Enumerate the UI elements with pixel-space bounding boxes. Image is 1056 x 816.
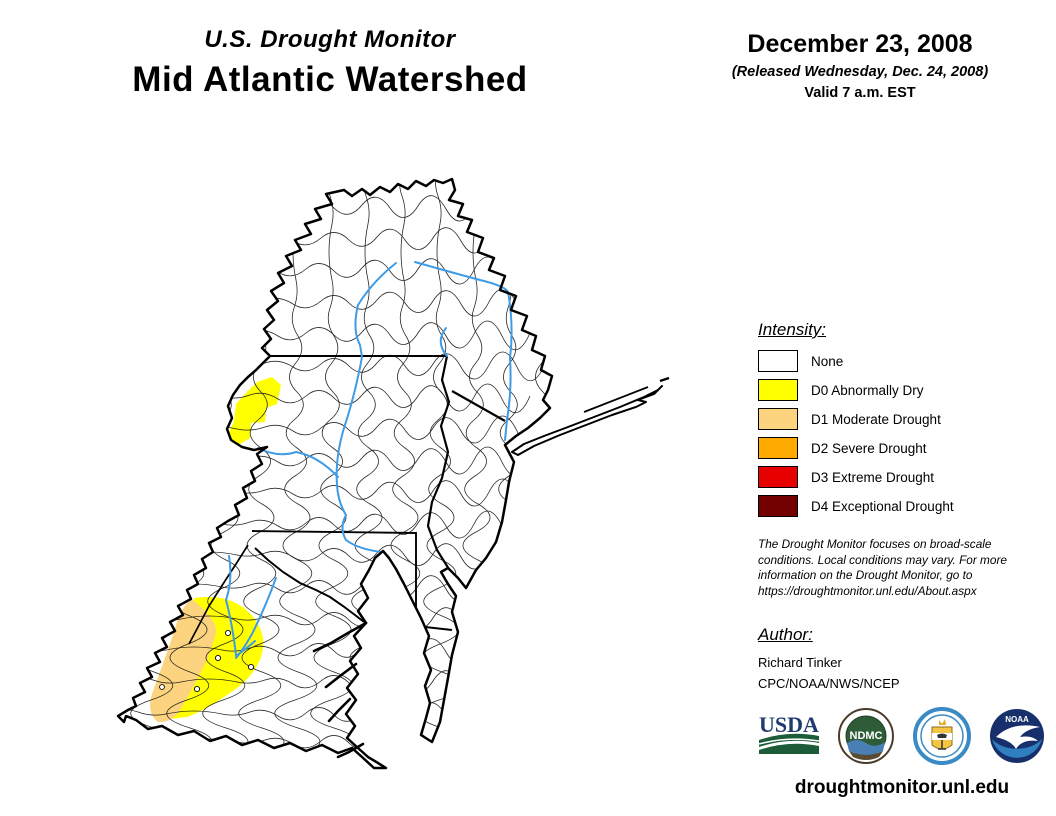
ndmc-logo: NDMC — [838, 708, 895, 765]
map-svg — [116, 177, 670, 770]
map-date: December 23, 2008 — [747, 30, 973, 58]
legend-label: D2 Severe Drought — [811, 440, 927, 456]
upper-delaware-river — [439, 327, 448, 357]
logo-row: USDA NDMC — [758, 707, 1046, 766]
swatch-d4 — [758, 495, 798, 517]
legend-item-d2: D2 Severe Drought — [758, 437, 1050, 459]
legend-label: D1 Moderate Drought — [811, 411, 941, 427]
author-heading: Author: — [758, 625, 813, 645]
susquehanna-river — [335, 262, 397, 553]
legend-item-none: None — [758, 350, 1050, 372]
state-boundaries — [188, 355, 506, 645]
swatch-d0 — [758, 379, 798, 401]
swatch-d2 — [758, 437, 798, 459]
legend-heading: Intensity: — [758, 320, 827, 339]
legend-label: D0 Abnormally Dry — [811, 382, 924, 398]
noaa-logo: NOAA — [989, 709, 1044, 764]
commerce-seal — [912, 707, 971, 766]
info-panel: Intensity: None D0 Abnormally Dry D1 Mod… — [758, 320, 1050, 799]
legend-label: D4 Exceptional Drought — [811, 498, 954, 514]
author-org: CPC/NOAA/NWS/NCEP — [758, 676, 900, 692]
author-name: Richard Tinker — [758, 655, 842, 671]
date-block: December 23, 2008 (Released Wednesday, D… — [695, 30, 1025, 101]
town-markers — [159, 629, 255, 693]
swatch-d1 — [758, 408, 798, 430]
release-date: (Released Wednesday, Dec. 24, 2008) — [731, 64, 989, 80]
watershed-boundary — [116, 177, 554, 770]
swatch-d3 — [758, 466, 798, 488]
shenandoah-river-outlet — [235, 640, 256, 657]
noaa-logo-text: NOAA — [1005, 715, 1029, 724]
legend-item-d3: D3 Extreme Drought — [758, 466, 1050, 488]
usda-logo-text: USDA — [759, 712, 819, 737]
title-block: U.S. Drought Monitor Mid Atlantic Waters… — [75, 26, 585, 100]
disclaimer-text: The Drought Monitor focuses on broad-sca… — [758, 537, 1007, 598]
legend-item-d0: D0 Abnormally Dry — [758, 379, 1050, 401]
legend-label: D3 Extreme Drought — [811, 469, 935, 485]
watershed-map — [70, 150, 690, 800]
footer-url: droughtmonitor.unl.edu — [794, 777, 1010, 799]
chesapeake-tidal-rivers — [312, 621, 368, 759]
drought-area-d0-newyork — [225, 377, 281, 450]
west-branch-river — [257, 447, 339, 478]
long-island — [511, 376, 670, 456]
legend-item-d4: D4 Exceptional Drought — [758, 495, 1050, 517]
legend-label: None — [811, 353, 844, 369]
legend-item-d1: D1 Moderate Drought — [758, 408, 1050, 430]
drought-area-d1-southwest — [150, 600, 217, 723]
ndmc-logo-text: NDMC — [850, 730, 883, 742]
swatch-none — [758, 350, 798, 372]
program-title: U.S. Drought Monitor — [204, 26, 456, 53]
page-title: Mid Atlantic Watershed — [132, 60, 528, 99]
shenandoah-river-west — [224, 555, 237, 656]
valid-time: Valid 7 a.m. EST — [804, 85, 916, 101]
usda-logo: USDA — [758, 712, 820, 755]
